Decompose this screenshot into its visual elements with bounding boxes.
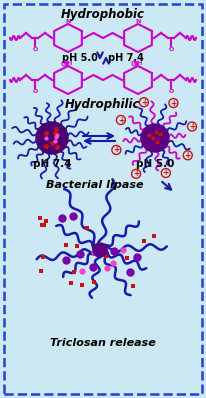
Circle shape	[141, 124, 169, 152]
Text: +: +	[185, 151, 191, 160]
Text: N: N	[135, 19, 141, 24]
Text: N: N	[65, 19, 71, 24]
Text: pH 7.4: pH 7.4	[33, 159, 71, 169]
Text: +: +	[189, 122, 195, 131]
Text: O: O	[32, 47, 38, 52]
Text: +: +	[170, 99, 177, 107]
Text: +: +	[118, 115, 124, 125]
Text: O: O	[32, 89, 38, 94]
Text: Bacterial lipase: Bacterial lipase	[46, 180, 144, 190]
Text: pH 5.0: pH 5.0	[62, 53, 98, 63]
Text: Hydrophilic: Hydrophilic	[65, 98, 141, 111]
Text: NH: NH	[63, 61, 73, 66]
Text: O: O	[168, 47, 174, 52]
Text: +: +	[62, 61, 67, 66]
Text: +: +	[133, 169, 139, 178]
Text: Hydrophobic: Hydrophobic	[61, 8, 145, 21]
FancyBboxPatch shape	[4, 4, 202, 394]
Text: pH 5.0: pH 5.0	[136, 159, 174, 169]
Text: O: O	[168, 89, 174, 94]
Text: +: +	[163, 168, 169, 178]
Circle shape	[36, 122, 68, 154]
Circle shape	[93, 243, 107, 257]
Text: +: +	[113, 145, 119, 154]
Text: +: +	[141, 98, 147, 107]
Text: +: +	[132, 61, 137, 66]
Text: pH 7.4: pH 7.4	[108, 53, 144, 63]
Text: Triclosan release: Triclosan release	[50, 338, 156, 348]
Text: NH: NH	[133, 61, 143, 66]
